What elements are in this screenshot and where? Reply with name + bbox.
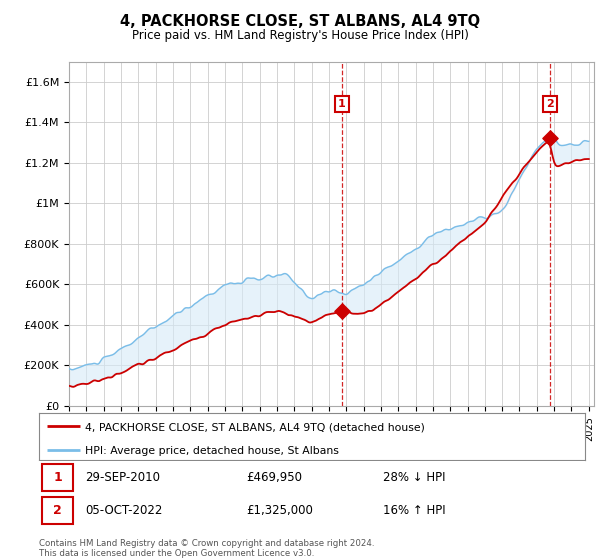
Text: 4, PACKHORSE CLOSE, ST ALBANS, AL4 9TQ: 4, PACKHORSE CLOSE, ST ALBANS, AL4 9TQ bbox=[120, 14, 480, 29]
Text: Price paid vs. HM Land Registry's House Price Index (HPI): Price paid vs. HM Land Registry's House … bbox=[131, 29, 469, 42]
FancyBboxPatch shape bbox=[42, 497, 73, 524]
Text: 2: 2 bbox=[546, 99, 554, 109]
Text: 2: 2 bbox=[53, 503, 62, 517]
Text: £469,950: £469,950 bbox=[247, 471, 302, 484]
Text: 29-SEP-2010: 29-SEP-2010 bbox=[85, 471, 160, 484]
Point bbox=[545, 133, 554, 142]
Text: This data is licensed under the Open Government Licence v3.0.: This data is licensed under the Open Gov… bbox=[39, 549, 314, 558]
Text: Contains HM Land Registry data © Crown copyright and database right 2024.: Contains HM Land Registry data © Crown c… bbox=[39, 539, 374, 548]
FancyBboxPatch shape bbox=[42, 464, 73, 491]
Text: 28% ↓ HPI: 28% ↓ HPI bbox=[383, 471, 445, 484]
Text: £1,325,000: £1,325,000 bbox=[247, 503, 313, 517]
Text: 1: 1 bbox=[53, 471, 62, 484]
Text: 05-OCT-2022: 05-OCT-2022 bbox=[85, 503, 163, 517]
Text: 1: 1 bbox=[338, 99, 346, 109]
Text: HPI: Average price, detached house, St Albans: HPI: Average price, detached house, St A… bbox=[85, 446, 339, 456]
Text: 4, PACKHORSE CLOSE, ST ALBANS, AL4 9TQ (detached house): 4, PACKHORSE CLOSE, ST ALBANS, AL4 9TQ (… bbox=[85, 422, 425, 432]
Text: 16% ↑ HPI: 16% ↑ HPI bbox=[383, 503, 446, 517]
Point bbox=[337, 306, 347, 315]
